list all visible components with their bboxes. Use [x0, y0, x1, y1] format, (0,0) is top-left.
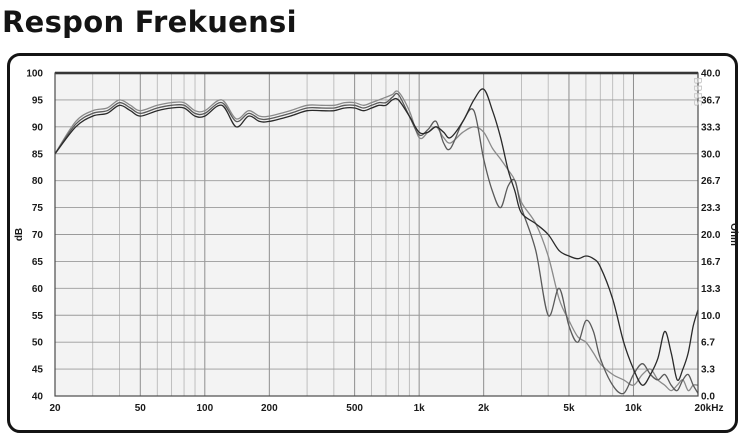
y-tick-label: 85	[32, 149, 44, 160]
y-tick-label: 80	[32, 176, 44, 187]
plot-border	[54, 72, 699, 397]
chart-frame	[7, 53, 738, 433]
y-tick-label: 75	[32, 203, 44, 214]
series-line-2	[54, 92, 699, 395]
grid-layer	[54, 71, 699, 397]
x-tick-label: 1k	[414, 403, 426, 414]
y2-tick-label: 0.0	[701, 392, 715, 403]
y-axis-ticks: 40 45 50 55 60 65 70 75 80 85 90 95 100	[26, 69, 43, 403]
y2-tick-label: 16.7	[701, 257, 721, 268]
y-tick-label: 65	[32, 257, 44, 268]
x-tick-label: 2k	[478, 403, 490, 414]
y-axis-label: dB	[14, 228, 25, 241]
y2-tick-label: 36.7	[701, 95, 721, 106]
page-title: Respon Frekuensi	[2, 5, 297, 39]
y2-tick-label: 3.3	[701, 365, 715, 376]
x-axis-ticks: 20 50 100 200 500 1k 2k 5k 10k 20kHz	[49, 403, 723, 414]
y2-tick-label: 10.0	[701, 311, 721, 322]
y2-tick-label: 30.0	[701, 149, 721, 160]
y2-tick-label: 20.0	[701, 230, 721, 241]
watermark-text: BBBS	[691, 77, 704, 106]
y-tick-label: 50	[32, 338, 44, 349]
x-tick-label: 500	[346, 403, 363, 414]
x-tick-label: 20	[49, 403, 61, 414]
series-layer	[54, 88, 699, 395]
y2-tick-label: 26.7	[701, 176, 721, 187]
x-tick-label: 10k	[625, 403, 642, 414]
x-tick-label: 50	[135, 403, 147, 414]
y2-axis-label: Ohm	[728, 223, 739, 246]
y-tick-label: 90	[32, 122, 44, 133]
y2-tick-label: 13.3	[701, 284, 721, 295]
y2-tick-label: 23.3	[701, 203, 721, 214]
y2-tick-label: 40.0	[701, 69, 721, 80]
y-tick-label: 55	[32, 311, 44, 322]
y2-tick-label: 6.7	[701, 338, 715, 349]
y-tick-label: 45	[32, 365, 44, 376]
y-tick-label: 70	[32, 230, 44, 241]
y2-axis-ticks: 0.0 3.3 6.7 10.0 13.3 16.7 20.0 23.3 26.7 30.0 33.…	[701, 69, 721, 403]
y2-tick-label: 33.3	[701, 122, 721, 133]
x-tick-label: 100	[196, 403, 213, 414]
y-tick-label: 95	[32, 95, 44, 106]
y-tick-label: 100	[26, 69, 43, 80]
y-tick-label: 60	[32, 284, 44, 295]
x-tick-label: 5k	[563, 403, 575, 414]
series-line-1	[54, 88, 699, 386]
y-tick-label: 40	[32, 392, 44, 403]
x-tick-label: 20kHz	[695, 403, 724, 414]
x-tick-label: 200	[261, 403, 278, 414]
